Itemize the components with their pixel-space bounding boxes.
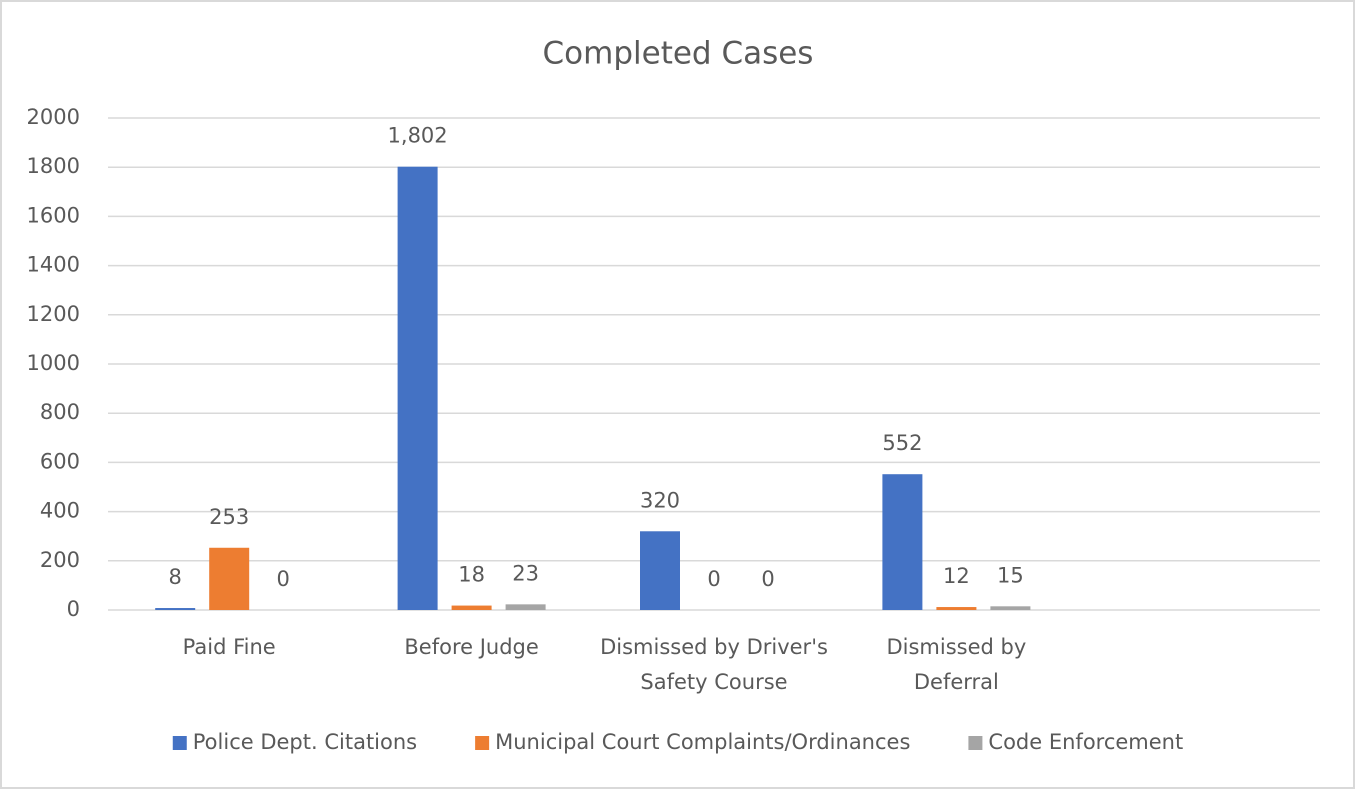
y-tick-label: 200 <box>40 548 80 572</box>
legend-label: Municipal Court Complaints/Ordinances <box>495 730 910 754</box>
y-tick-label: 1800 <box>27 154 80 178</box>
data-label: 253 <box>209 505 249 529</box>
data-label: 320 <box>640 488 680 512</box>
y-tick-label: 2000 <box>27 105 80 129</box>
chart-title: Completed Cases <box>543 36 814 72</box>
data-label: 23 <box>512 561 539 585</box>
bar <box>936 607 977 610</box>
legend-label: Police Dept. Citations <box>193 730 417 754</box>
legend-swatch <box>475 736 490 750</box>
data-label: 0 <box>277 567 290 591</box>
data-label: 8 <box>169 565 182 589</box>
y-tick-label: 800 <box>40 400 80 424</box>
data-label: 0 <box>761 567 774 591</box>
data-label: 15 <box>997 563 1024 587</box>
legend-swatch <box>172 736 187 750</box>
bar <box>505 604 546 610</box>
bar <box>451 605 492 610</box>
x-tick-label: Before Judge <box>404 635 539 659</box>
y-tick-label: 1400 <box>27 253 80 277</box>
data-label: 18 <box>458 563 485 587</box>
y-tick-label: 1000 <box>27 351 80 375</box>
x-tick-label: Paid Fine <box>182 635 276 659</box>
y-tick-label: 600 <box>40 449 80 473</box>
bar <box>640 531 680 610</box>
data-label: 0 <box>707 567 720 591</box>
data-label: 552 <box>882 431 922 455</box>
data-label: 12 <box>943 564 970 588</box>
bar <box>882 474 923 610</box>
bar <box>155 608 196 610</box>
x-tick-label: Dismissed by Deferral <box>886 635 1027 694</box>
y-tick-label: 0 <box>67 597 80 621</box>
legend-swatch <box>968 736 983 750</box>
y-tick-label: 400 <box>40 499 80 523</box>
x-tick-label: Dismissed by Driver's Safety Course <box>600 635 828 694</box>
y-tick-label: 1600 <box>27 203 80 227</box>
bar <box>397 166 438 610</box>
legend-label: Code Enforcement <box>988 730 1183 754</box>
data-label: 1,802 <box>388 124 448 148</box>
y-tick-label: 1200 <box>27 302 80 326</box>
bar <box>209 547 250 610</box>
bar <box>990 606 1031 610</box>
